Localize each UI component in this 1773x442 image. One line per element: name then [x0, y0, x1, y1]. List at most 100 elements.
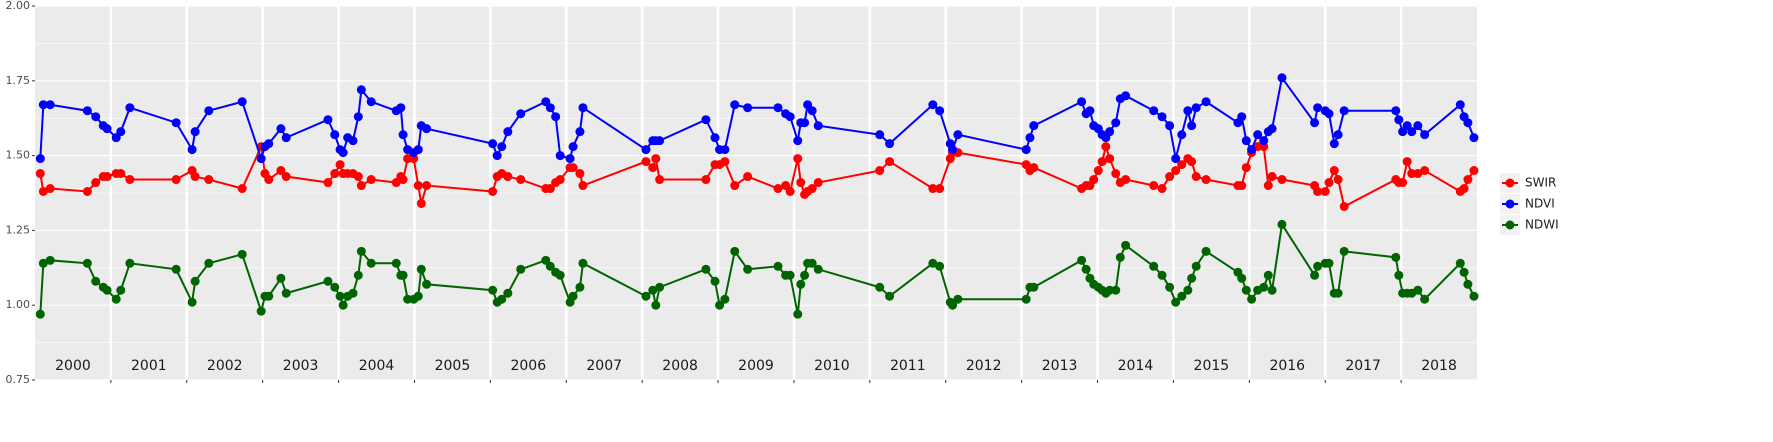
data-point [1191, 172, 1201, 182]
data-point [1187, 121, 1197, 131]
data-point [885, 139, 895, 149]
data-point [1469, 166, 1479, 176]
data-point [356, 246, 366, 256]
y-tick-label: 1.25 [6, 223, 31, 236]
data-point [281, 172, 291, 182]
data-point [1121, 240, 1131, 250]
data-point [1313, 103, 1323, 113]
data-point [1241, 163, 1251, 173]
data-point [1121, 91, 1131, 101]
data-point [1339, 246, 1349, 256]
data-point [1455, 100, 1465, 110]
data-point [1313, 261, 1323, 271]
data-point [187, 145, 197, 155]
data-point [953, 294, 963, 304]
data-point [1277, 175, 1287, 185]
data-point [396, 103, 406, 113]
data-point [1247, 294, 1257, 304]
data-point [276, 124, 286, 134]
data-point [497, 142, 507, 152]
data-point [793, 309, 803, 319]
data-point [1025, 133, 1035, 143]
data-point [875, 282, 885, 292]
data-point [413, 181, 423, 191]
series [35, 219, 1479, 319]
data-point [953, 130, 963, 140]
data-point [948, 300, 958, 310]
data-point [1313, 187, 1323, 197]
data-point [398, 270, 408, 280]
y-tick-label: 2.00 [6, 0, 31, 12]
data-point [335, 291, 345, 301]
data-point [492, 151, 502, 161]
data-point [190, 127, 200, 137]
data-point [1259, 282, 1269, 292]
data-point [578, 258, 588, 268]
data-point [353, 172, 363, 182]
data-point [796, 279, 806, 289]
data-point [555, 175, 565, 185]
data-point [82, 187, 92, 197]
data-point [730, 181, 740, 191]
data-point [1277, 73, 1287, 83]
legend-label: NDVI [1525, 197, 1555, 211]
data-point [422, 124, 432, 134]
year-label: 2005 [435, 358, 471, 374]
data-point [1241, 285, 1251, 295]
data-point [356, 181, 366, 191]
data-point [1241, 136, 1251, 146]
data-point [1081, 264, 1091, 274]
data-point [111, 294, 121, 304]
data-point [503, 172, 513, 182]
data-point [38, 187, 48, 197]
data-point [416, 198, 426, 208]
data-point [813, 264, 823, 274]
data-point [1171, 154, 1181, 164]
data-point [171, 264, 181, 274]
data-point [264, 175, 274, 185]
data-point [545, 103, 555, 113]
y-tick-label: 1.00 [6, 298, 31, 311]
data-point [323, 115, 333, 125]
data-point [1259, 136, 1269, 146]
data-point [655, 282, 665, 292]
data-point [45, 184, 55, 194]
data-point [82, 106, 92, 116]
data-point [488, 285, 498, 295]
data-point [102, 285, 112, 295]
data-point [875, 166, 885, 176]
data-point [568, 163, 578, 173]
data-point [1413, 169, 1423, 179]
data-point [710, 133, 720, 143]
data-point [885, 157, 895, 167]
series [35, 142, 1479, 211]
data-point [348, 136, 358, 146]
data-point [793, 136, 803, 146]
data-point [1394, 270, 1404, 280]
data-point [1320, 187, 1330, 197]
data-point [281, 288, 291, 298]
data-point [497, 294, 507, 304]
data-point [1149, 181, 1159, 191]
year-label: 2006 [510, 358, 546, 374]
data-point [330, 282, 340, 292]
year-label: 2016 [1269, 358, 1305, 374]
data-point [701, 115, 711, 125]
year-label: 2013 [1042, 358, 1078, 374]
data-point [237, 249, 247, 259]
data-point [1105, 127, 1115, 137]
data-point [1111, 169, 1121, 179]
data-point [1149, 106, 1159, 116]
year-label: 2009 [738, 358, 774, 374]
series [35, 73, 1479, 164]
year-label: 2001 [131, 358, 167, 374]
data-point [575, 169, 585, 179]
data-point [935, 106, 945, 116]
data-point [743, 264, 753, 274]
data-point [720, 294, 730, 304]
data-point [800, 270, 810, 280]
data-point [1324, 258, 1334, 268]
data-point [488, 187, 498, 197]
data-point [1115, 252, 1125, 262]
